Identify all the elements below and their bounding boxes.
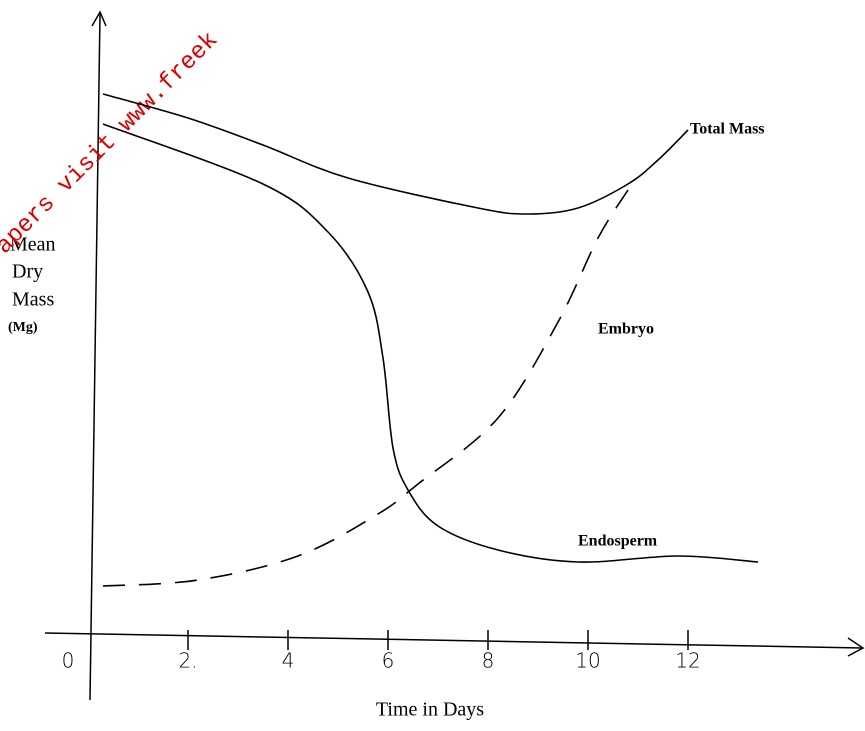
x-axis-label: Time in Days [376, 699, 484, 721]
watermark: apers visit www.freek [0, 27, 224, 260]
series-line [103, 94, 688, 214]
y-axis-arrow [92, 12, 106, 26]
x-tick-label: 12 [675, 649, 700, 673]
x-tick-label: 4 [282, 649, 295, 673]
x-tick-label: 6 [382, 649, 395, 673]
x-tick-label: 2. [178, 649, 197, 673]
y-axis [90, 14, 100, 700]
series-label: Total Mass [690, 121, 765, 138]
series-label: Endosperm [578, 533, 658, 550]
y-axis-label: Dry [12, 261, 43, 283]
x-tick-label: 0 [62, 649, 75, 673]
x-tick-label: 8 [482, 649, 495, 673]
chart: Time in Days Mean Dry Mass (Mg) apers vi… [0, 0, 865, 731]
series-line [103, 190, 628, 586]
x-axis [45, 633, 862, 648]
series-line [103, 124, 758, 562]
y-axis-label: Mass [12, 289, 54, 311]
x-tick-label: 10 [575, 649, 600, 673]
y-axis-unit: (Mg) [8, 320, 38, 335]
series-label: Embryo [598, 321, 654, 338]
x-axis-arrow [848, 638, 863, 656]
